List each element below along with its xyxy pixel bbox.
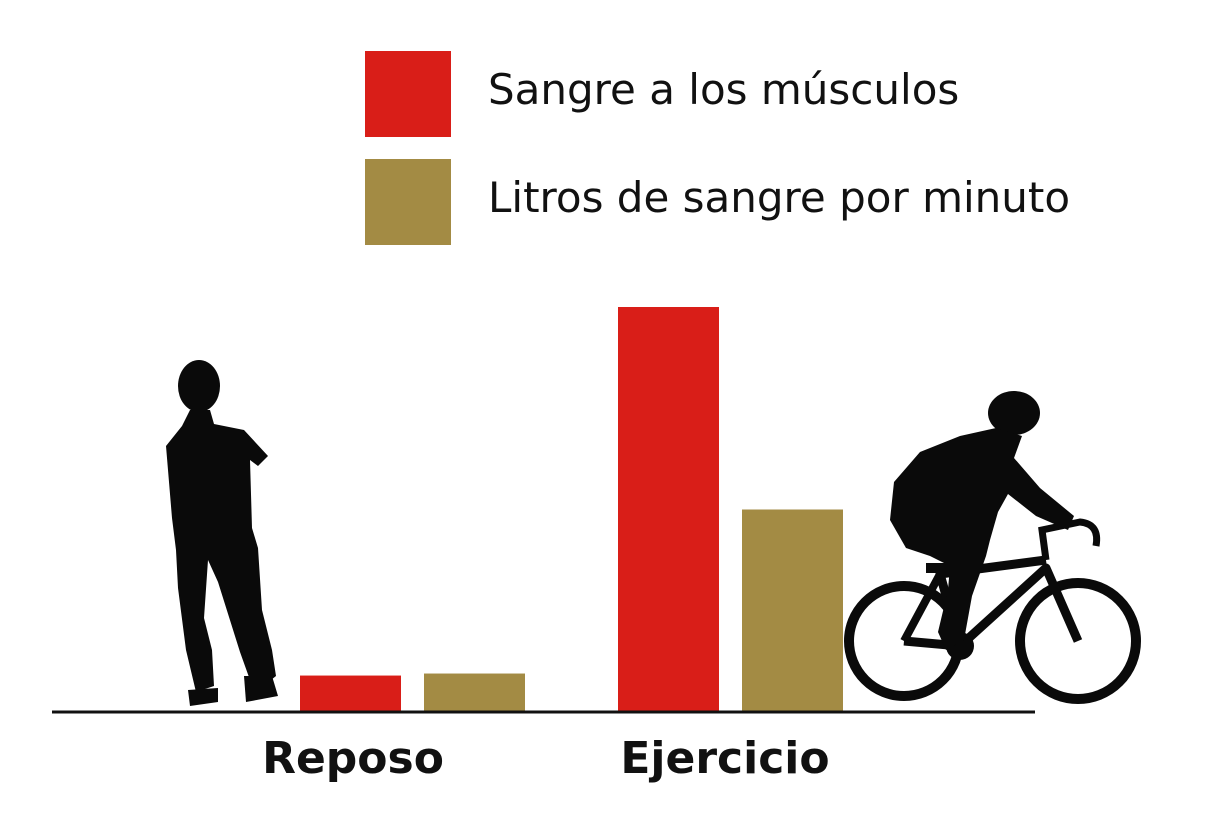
bar-liters-per-minute-ejercicio [742, 509, 843, 712]
bars [300, 307, 843, 712]
bar-liters-per-minute-reposo [424, 673, 525, 712]
legend-swatch-liters-per-minute [365, 159, 451, 245]
bar-muscle-blood-reposo [300, 675, 401, 712]
legend: Sangre a los músculos Litros de sangre p… [365, 51, 1070, 245]
legend-label-liters-per-minute: Litros de sangre por minuto [488, 173, 1070, 222]
legend-label-muscle-blood: Sangre a los músculos [488, 65, 959, 114]
category-label-ejercicio: Ejercicio [620, 733, 829, 784]
cyclist-icon [844, 391, 1141, 704]
standing-person-icon [166, 360, 278, 706]
bar-muscle-blood-ejercicio [618, 307, 719, 712]
legend-swatch-muscle-blood [365, 51, 451, 137]
category-label-reposo: Reposo [262, 733, 444, 784]
